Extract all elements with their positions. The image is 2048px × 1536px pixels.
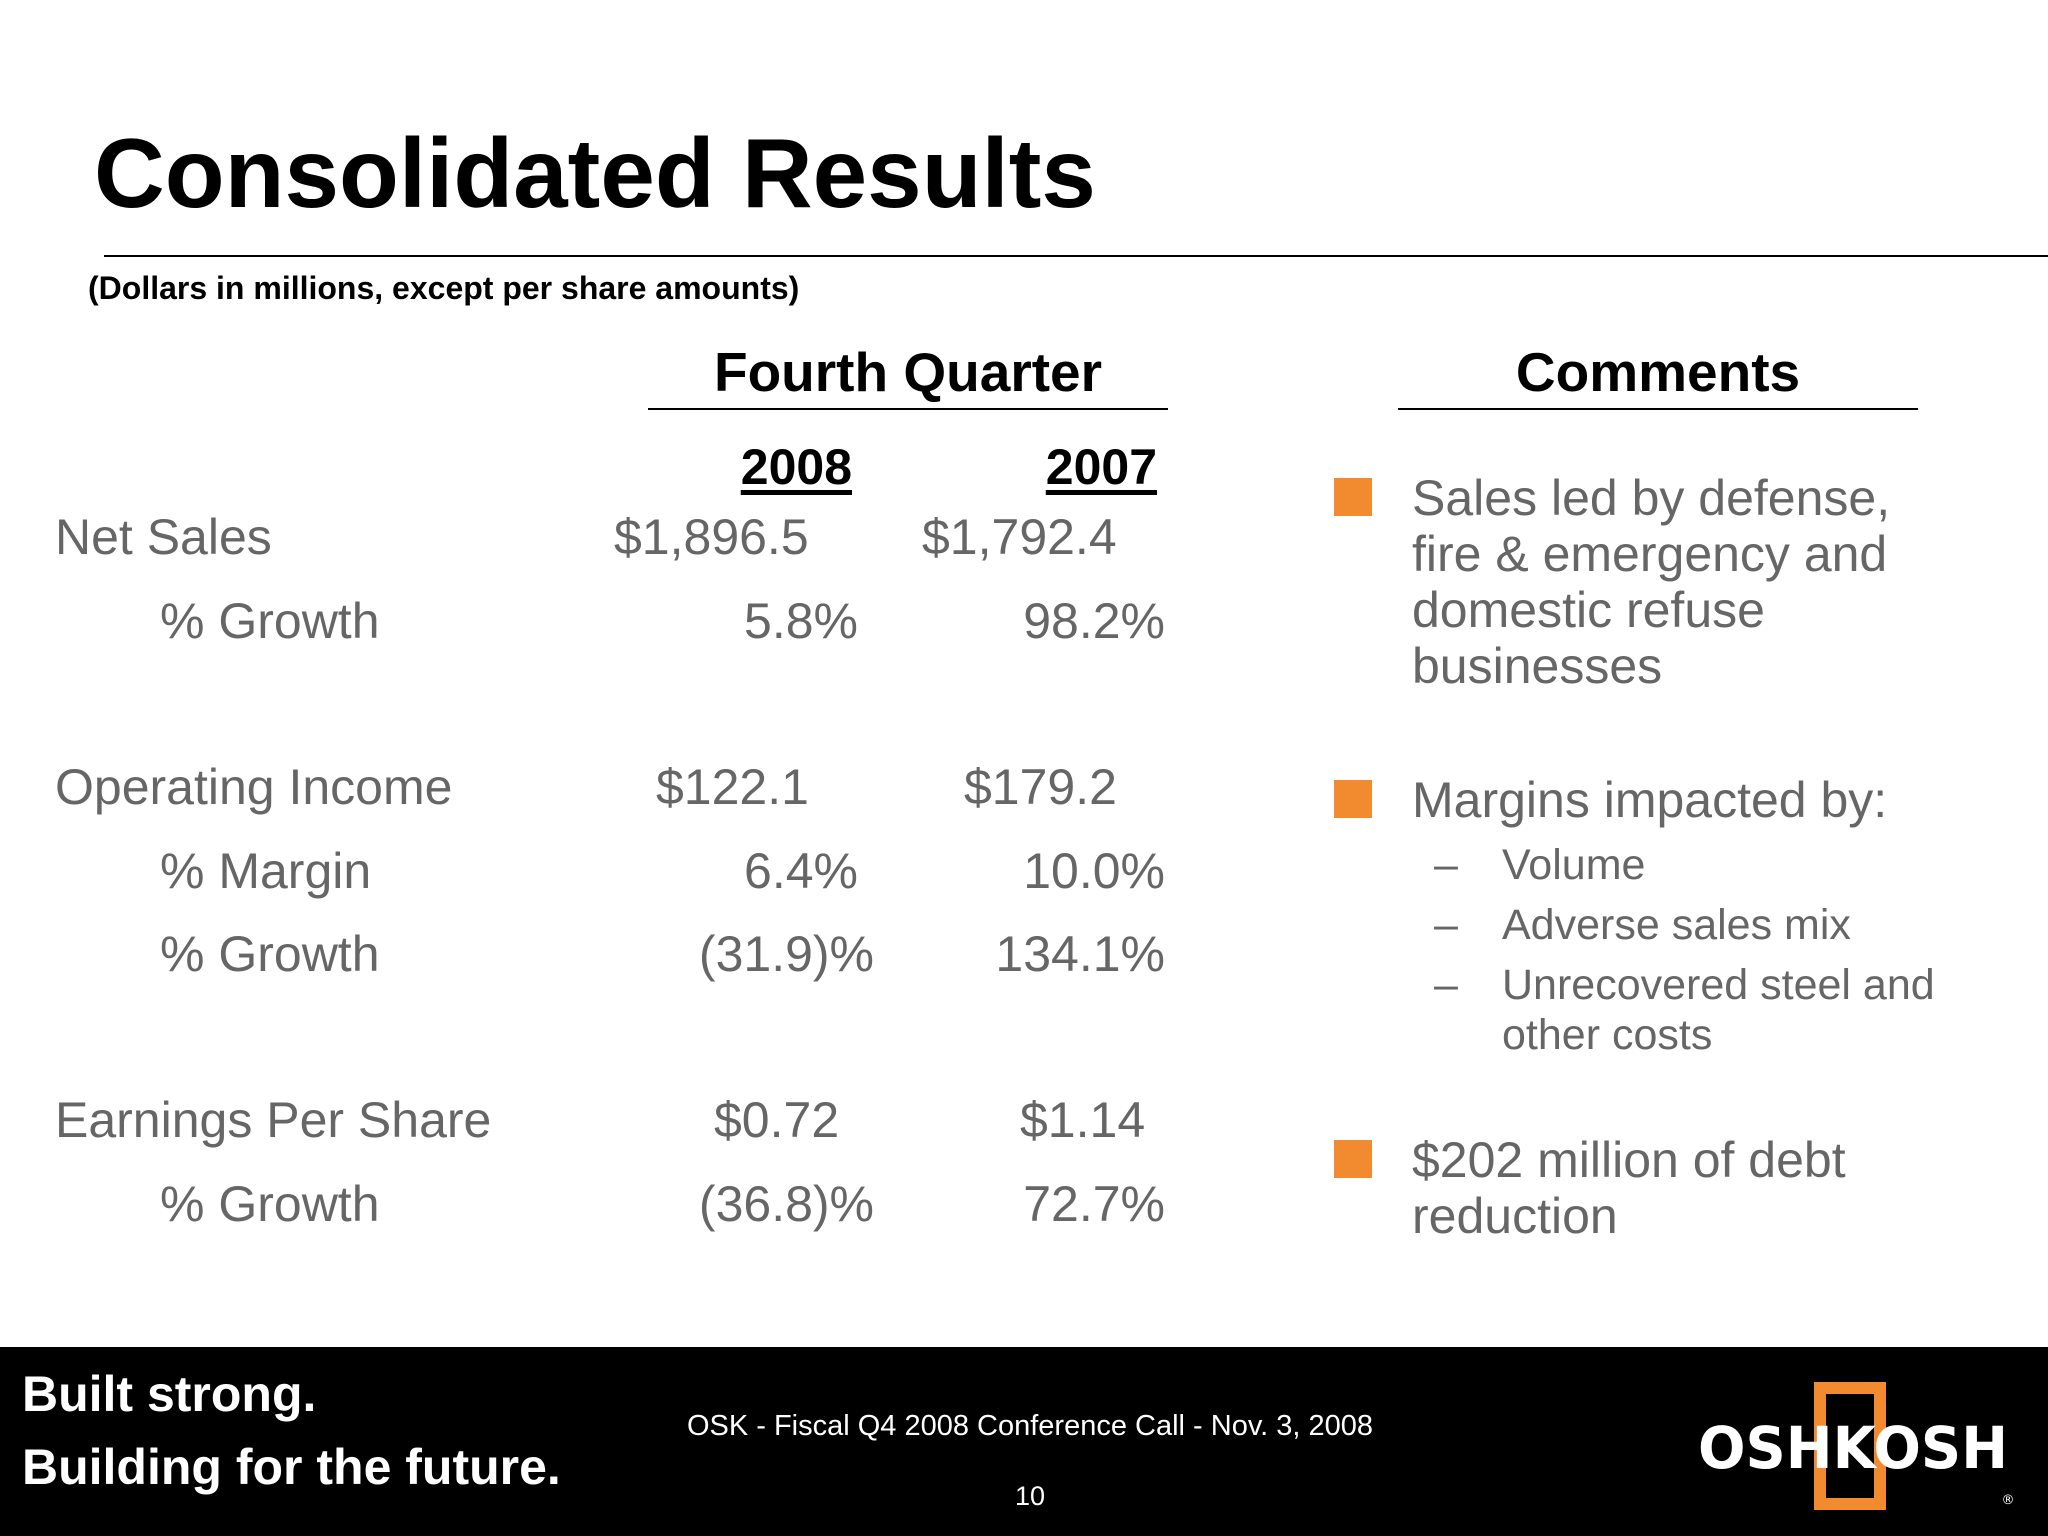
comment-item: Sales led by defense, fire & emergency a… (1412, 470, 1891, 694)
eps-growth-2007: 72.7% (1023, 1176, 1165, 1232)
sales-growth-2007: 98.2% (1023, 593, 1165, 649)
comment-subitem: Volume (1502, 841, 1646, 889)
footer-event-text: OSK - Fiscal Q4 2008 Conference Call - N… (686, 1410, 1374, 1442)
table-header: Fourth Quarter (713, 341, 1103, 403)
row-label-eps: Earnings Per Share (55, 1092, 492, 1148)
footer-bar (0, 1347, 2048, 1536)
dash-icon: – (1434, 901, 1458, 949)
dash-icon: – (1434, 841, 1458, 889)
op-income-growth-2007: 134.1% (995, 926, 1165, 982)
comment-item: Margins impacted by: (1412, 772, 1888, 828)
year-2007-header: 2007 (1045, 439, 1157, 495)
comments-header-rule (1398, 408, 1918, 410)
operating-income-2007: $179.2 (964, 759, 1117, 815)
comment-item: $202 million of debt reduction (1412, 1132, 1846, 1244)
margin-2007: 10.0% (1023, 843, 1165, 899)
eps-2007: $1.14 (1020, 1092, 1146, 1148)
net-sales-2008: $1,896.5 (614, 509, 809, 565)
slide-title: Consolidated Results (94, 118, 1096, 228)
slide-subtitle: (Dollars in millions, except per share a… (88, 270, 800, 306)
registered-mark-icon: ® (2002, 1493, 2015, 1508)
row-label-net-sales: Net Sales (55, 509, 272, 565)
row-label-operating-income: Operating Income (55, 759, 453, 815)
operating-income-2008: $122.1 (656, 759, 809, 815)
title-divider (104, 255, 2048, 257)
comment-subitem: Adverse sales mix (1502, 901, 1851, 949)
comments-header: Comments (1515, 341, 1801, 403)
logo-frame-inner (1826, 1394, 1874, 1498)
margin-2008: 6.4% (744, 843, 858, 899)
row-label-eps-growth: % Growth (160, 1176, 380, 1232)
table-header-rule (648, 408, 1168, 410)
footer-tagline-2: Building for the future. (22, 1439, 561, 1495)
bullet-square-icon (1334, 478, 1372, 516)
sales-growth-2008: 5.8% (744, 593, 858, 649)
bullet-square-icon (1334, 1140, 1372, 1178)
eps-growth-2008: (36.8)% (698, 1176, 874, 1232)
dash-icon: – (1434, 961, 1458, 1009)
row-label-margin: % Margin (160, 843, 372, 899)
oshkosh-logo: OSHKOSH ® (1698, 1382, 2015, 1510)
row-label-op-income-growth: % Growth (160, 926, 380, 982)
year-2008-header: 2008 (740, 439, 852, 495)
footer-tagline-1: Built strong. (22, 1366, 317, 1422)
row-label-sales-growth: % Growth (160, 593, 380, 649)
op-income-growth-2008: (31.9)% (698, 926, 874, 982)
bullet-square-icon (1334, 780, 1372, 818)
page-number: 10 (1014, 1481, 1046, 1511)
eps-2008: $0.72 (714, 1092, 840, 1148)
net-sales-2007: $1,792.4 (922, 509, 1117, 565)
logo-wordmark: OSHKOSH (1698, 1414, 2008, 1482)
comment-subitem: Unrecovered steel and other costs (1502, 961, 1935, 1059)
